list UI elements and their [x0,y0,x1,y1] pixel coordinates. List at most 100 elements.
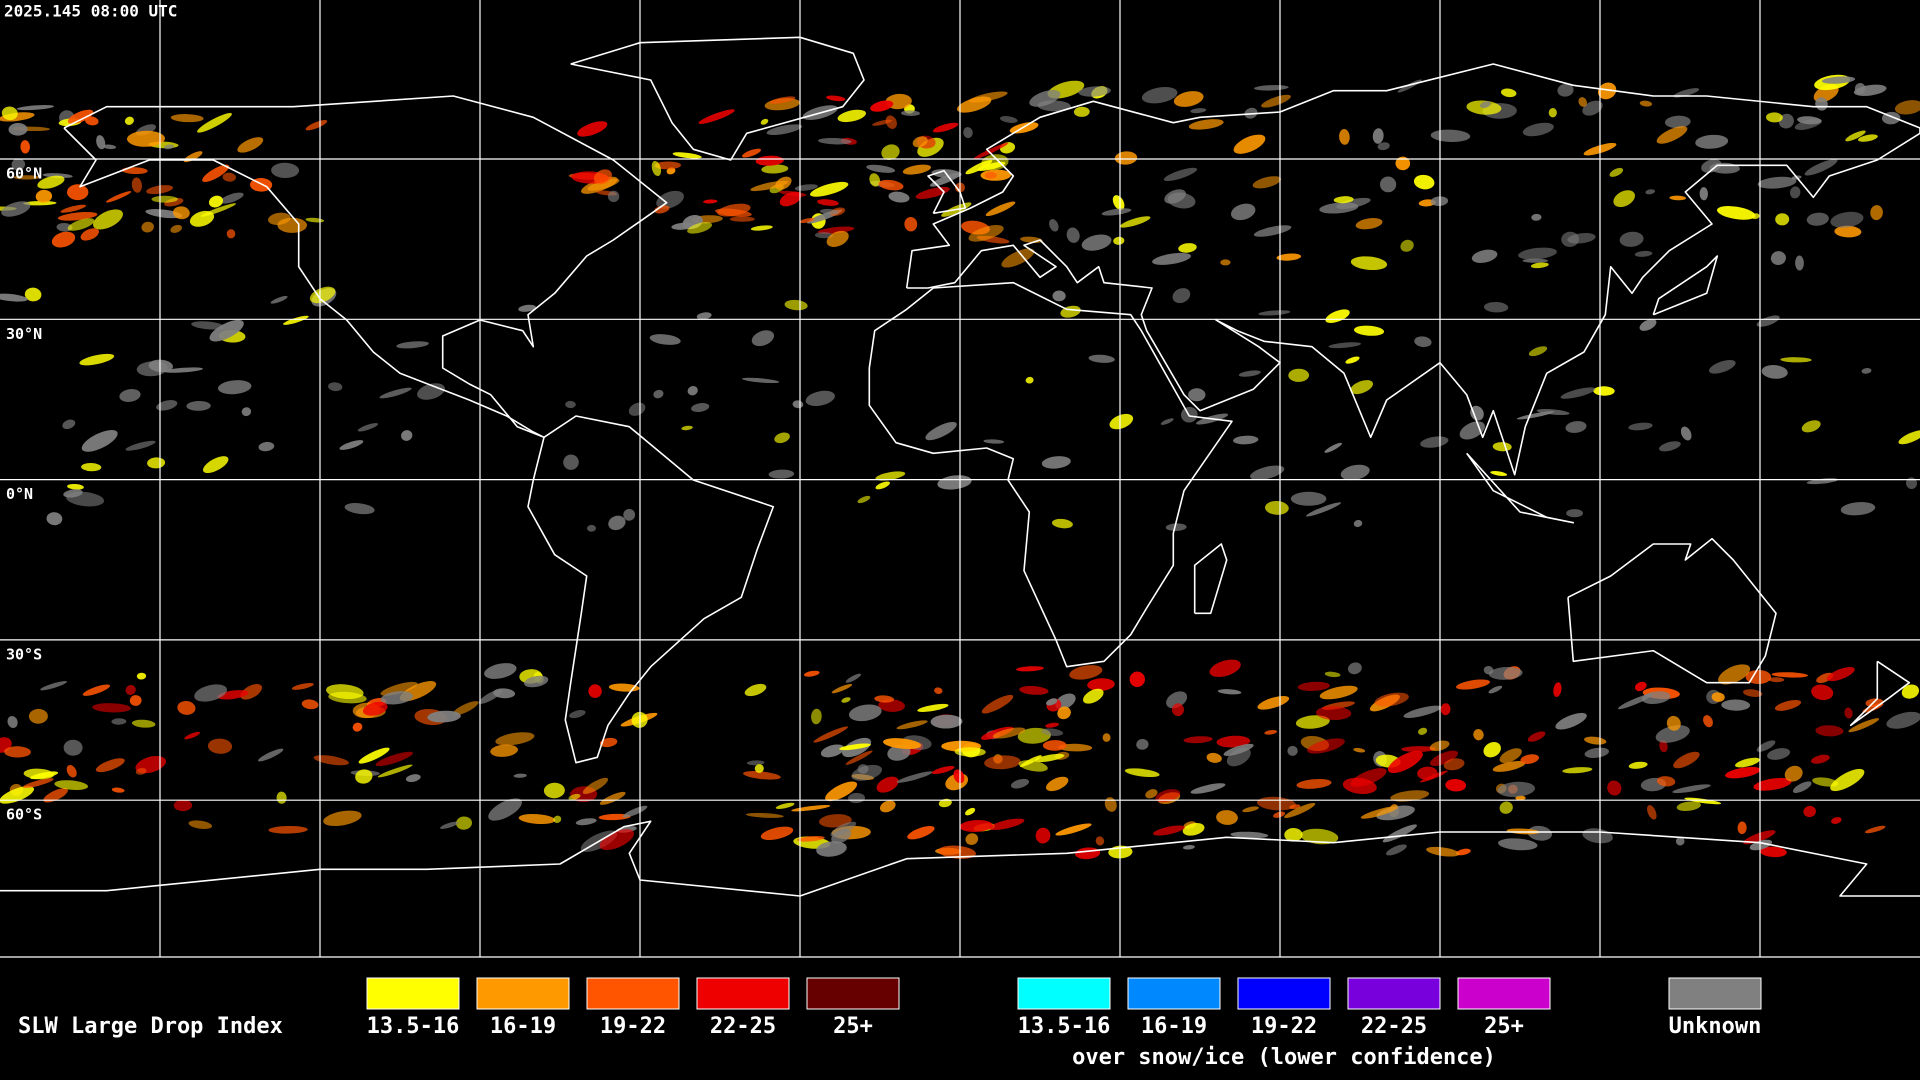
cloud-patch [912,136,928,148]
cloud-patch [191,321,225,330]
cloud-patch [1695,134,1729,149]
cloud-patch [1639,319,1657,331]
cloud-patch [930,714,963,729]
cloud-patch [79,353,115,366]
cloud-patch [866,164,896,173]
legend: SLW Large Drop Index 13.5-16 16-19 19-22 22… [18,977,1762,1070]
cloud-patch [1840,502,1876,516]
cloud-patch [965,807,976,816]
cloud-patch [1659,441,1681,452]
cloud-patch [1073,106,1090,117]
cloud-patch [1803,805,1816,818]
cloud-patch [1737,821,1747,835]
cloud-patch [1034,753,1065,763]
cloud-patch [1350,380,1374,395]
cloud-patch [66,765,77,778]
cloud-patch [1163,167,1198,182]
coastline [527,415,775,764]
cloud-patch [1166,691,1188,709]
cloud-patch [237,137,264,153]
cloud-patch [258,441,275,452]
cloud-patch [857,495,871,504]
cloud-patch [1531,213,1542,221]
cloud-patch [1145,789,1158,799]
cloud-patch [164,144,175,150]
cloud-patch [1735,757,1760,768]
cloud-patch [1870,205,1883,221]
cloud-patch [1749,839,1773,851]
cloud-patch [1557,83,1574,97]
cloud-patch [1306,502,1341,517]
cloud-patch [396,341,429,349]
coastline [1652,255,1719,316]
cloud-patch [1617,693,1654,710]
cloud-patch [1052,290,1066,302]
cloud-patch [207,738,233,754]
cloud-patch [654,205,670,214]
cloud-patch [1057,706,1071,720]
legend-swatch [1127,977,1221,1010]
legend-swatch [586,977,680,1010]
cloud-patch [1315,706,1352,721]
cloud-patch [848,704,882,722]
cloud-patch [1784,765,1803,782]
coastline [868,281,1233,668]
cloud-patch [1780,357,1812,363]
legend-swatch [1668,977,1762,1010]
cloud-patch [587,524,596,532]
cloud-patch [197,112,232,133]
cloud-patch [745,812,784,818]
cloud-patch [1385,844,1407,856]
cloud-patch [1721,699,1751,711]
cloud-patch [1812,777,1839,787]
cloud-patch [599,829,635,851]
cloud-patch [681,425,693,431]
cloud-patch [1284,827,1303,842]
cloud-patch [1673,751,1700,769]
cloud-patch [1516,411,1555,420]
cloud-patch [902,164,932,175]
cloud-patch [582,777,609,795]
coastline [1193,543,1228,615]
cloud-patch [323,810,362,826]
cloud-patch [220,192,244,204]
cloud-patch [845,673,862,683]
cloud-patch [1119,216,1151,228]
cloud-patch [488,798,522,821]
cloud-patch [1339,129,1350,145]
cloud-patch [268,825,308,834]
cloud-patch [1403,705,1442,718]
coastline [927,169,967,215]
legend-label: 22-25 [1361,1014,1427,1039]
cloud-patch [125,440,156,451]
cloud-patch [51,231,76,248]
cloud-patch [984,172,997,179]
cloud-patch [352,722,363,732]
cloud-patch [653,389,664,399]
legend-title: SLW Large Drop Index [18,1014,283,1039]
cloud-patch [1806,212,1829,226]
cloud-patch [301,699,319,710]
cloud-patch [283,315,309,325]
cloud-patch [599,791,626,805]
cloud-patch [938,845,976,859]
cloud-patch [67,109,94,124]
cloud-patch [1753,777,1792,791]
cloud-patch [1288,368,1310,382]
cloud-patch [357,423,379,432]
cloud-patch [13,175,41,180]
cloud-patch [775,176,792,190]
cloud-patch [845,750,873,765]
cloud-patch [774,432,790,444]
cloud-patch [309,286,336,304]
cloud-patch [1016,666,1044,672]
cloud-patch [1708,359,1736,374]
cloud-patch [1584,747,1609,758]
cloud-patch [493,688,516,699]
cloud-patch [929,172,962,187]
cloud-patch [813,726,849,743]
cloud-patch [125,685,136,695]
cloud-patch [186,400,211,411]
cloud-patch [896,720,928,730]
cloud-patch [750,225,773,231]
